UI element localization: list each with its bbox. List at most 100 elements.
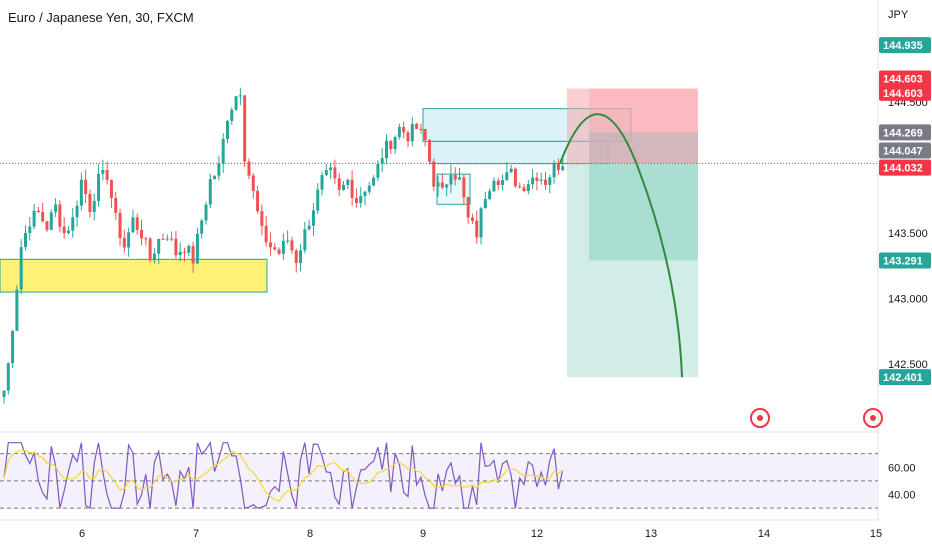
candle — [350, 179, 354, 199]
candle — [548, 177, 552, 185]
candle — [208, 179, 212, 205]
candle — [247, 161, 251, 176]
candle — [372, 177, 376, 186]
candle — [170, 238, 174, 240]
price-badge-label: 142.401 — [883, 372, 923, 384]
candle — [234, 96, 238, 110]
candle — [243, 95, 247, 162]
candle — [114, 197, 118, 213]
candle — [97, 173, 101, 201]
y-tick-label: 143.000 — [888, 294, 928, 306]
candle — [483, 199, 487, 209]
price-badge — [879, 124, 931, 141]
candle — [23, 233, 27, 248]
candle — [221, 138, 225, 164]
currency-label: JPY — [888, 9, 909, 21]
candle — [432, 161, 436, 187]
price-badge-label: 143.291 — [883, 255, 923, 267]
candle — [505, 172, 509, 181]
candle — [11, 330, 15, 364]
candle — [105, 170, 109, 181]
x-tick-label: 8 — [307, 528, 313, 540]
candle — [526, 184, 530, 192]
candle — [264, 225, 268, 243]
rsi-tick-label: 60.00 — [888, 462, 916, 474]
y-tick-label: 143.500 — [888, 228, 928, 240]
x-tick-label: 12 — [531, 528, 543, 540]
alert-icon[interactable] — [750, 408, 770, 428]
candle — [367, 185, 371, 192]
projection-curve — [559, 113, 683, 378]
candle — [466, 197, 470, 218]
candle — [165, 238, 169, 240]
candle — [509, 168, 513, 173]
candle — [157, 238, 161, 254]
candle — [32, 210, 36, 227]
rsi-ma-line — [3, 449, 563, 502]
candle — [88, 193, 92, 212]
chart-overlays — [0, 113, 878, 378]
candle — [109, 180, 113, 198]
candle — [6, 363, 10, 391]
candle — [320, 175, 324, 190]
candle — [251, 175, 255, 191]
candle — [513, 168, 517, 187]
price-badge-label: 144.603 — [883, 73, 923, 85]
candle — [178, 251, 182, 256]
candle — [62, 226, 66, 234]
price-badge-label: 144.032 — [883, 163, 923, 175]
candle — [230, 109, 234, 121]
candle — [45, 221, 49, 230]
candle — [470, 217, 474, 221]
candle — [225, 120, 229, 139]
candle — [101, 170, 105, 174]
candle — [376, 163, 380, 178]
candle — [58, 204, 62, 227]
rsi-panel — [0, 440, 878, 510]
candle — [84, 179, 88, 194]
candle — [496, 180, 500, 185]
x-tick-label: 13 — [645, 528, 657, 540]
candle — [152, 253, 156, 261]
candlestick-series — [2, 87, 565, 404]
candle — [479, 208, 483, 238]
candle — [363, 191, 367, 197]
candle — [311, 210, 315, 226]
candle — [144, 238, 148, 240]
candle — [238, 95, 242, 97]
alert-icon[interactable] — [863, 408, 883, 428]
candle — [436, 182, 440, 187]
candle — [195, 233, 199, 264]
candle — [501, 180, 505, 185]
candle — [200, 220, 204, 234]
candle — [544, 179, 548, 185]
x-tick-label: 14 — [758, 528, 770, 540]
price-badge — [879, 252, 931, 269]
candle — [294, 250, 298, 264]
candle — [539, 179, 543, 181]
candle — [140, 229, 144, 239]
candle — [329, 167, 333, 171]
candle — [475, 220, 479, 238]
candle — [337, 178, 341, 190]
candle — [174, 238, 178, 256]
candle — [213, 175, 217, 180]
candle — [389, 140, 393, 150]
price-badges: 144.935 144.603 144.603 144.269 144.047 144.0… — [879, 37, 931, 386]
candle — [183, 251, 187, 253]
candle — [342, 185, 346, 190]
candle — [354, 198, 358, 204]
candle — [217, 163, 221, 176]
candle — [346, 179, 350, 186]
price-badge — [879, 369, 931, 386]
candle — [303, 229, 307, 251]
candle — [187, 246, 191, 253]
candle — [384, 140, 388, 159]
candle — [273, 247, 277, 250]
price-badge-label: 144.269 — [883, 127, 923, 139]
candle — [15, 289, 19, 331]
candle — [561, 166, 565, 171]
candle — [488, 191, 492, 200]
candle — [333, 167, 337, 179]
